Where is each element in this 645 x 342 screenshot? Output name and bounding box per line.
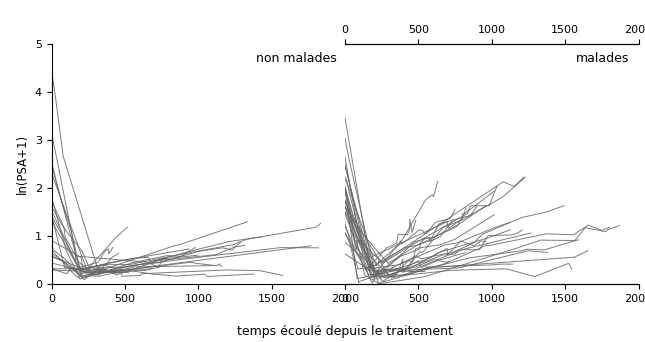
Y-axis label: ln(PSA+1): ln(PSA+1)	[16, 134, 29, 194]
Text: temps écoulé depuis le traitement: temps écoulé depuis le traitement	[237, 325, 453, 338]
Text: non malades: non malades	[255, 52, 336, 65]
Text: malades: malades	[577, 52, 630, 65]
